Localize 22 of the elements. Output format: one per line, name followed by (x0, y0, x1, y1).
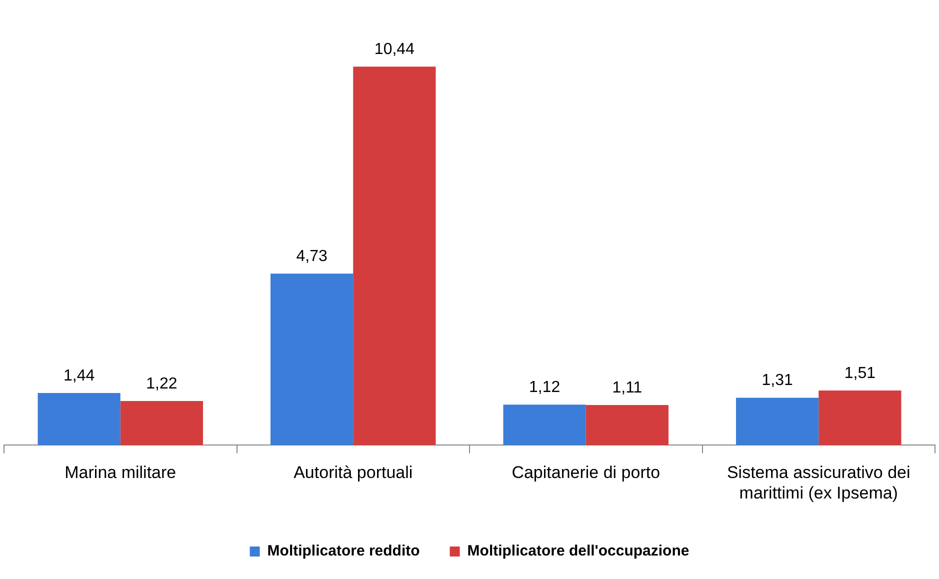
data-label: 1,44 (63, 367, 95, 384)
bar (270, 274, 354, 446)
x-tick-label: Autorità portuali (294, 463, 413, 482)
data-label: 1,11 (612, 379, 642, 396)
bar (38, 392, 120, 446)
bar (120, 400, 203, 446)
bar (353, 66, 436, 446)
bar (818, 390, 902, 446)
legend-label: Moltiplicatore reddito (267, 542, 420, 560)
data-label: 1,31 (762, 372, 793, 390)
data-label: 1,51 (844, 364, 876, 382)
data-label: 1,22 (146, 375, 178, 392)
bar (586, 404, 668, 446)
bar (736, 398, 819, 446)
data-label: 1,12 (528, 378, 560, 396)
x-tick-label: Capitanerie di porto (512, 463, 660, 482)
legend-label: Moltiplicatore dell'occupazione (467, 542, 690, 560)
x-tick-label: Marina militare (64, 463, 176, 482)
x-tick-label: Sistema assicurativo dei marittimi (ex Ipsema) (726, 463, 910, 502)
data-label: 4,73 (296, 248, 328, 266)
bar (503, 404, 586, 446)
data-label: 10,44 (374, 40, 415, 58)
